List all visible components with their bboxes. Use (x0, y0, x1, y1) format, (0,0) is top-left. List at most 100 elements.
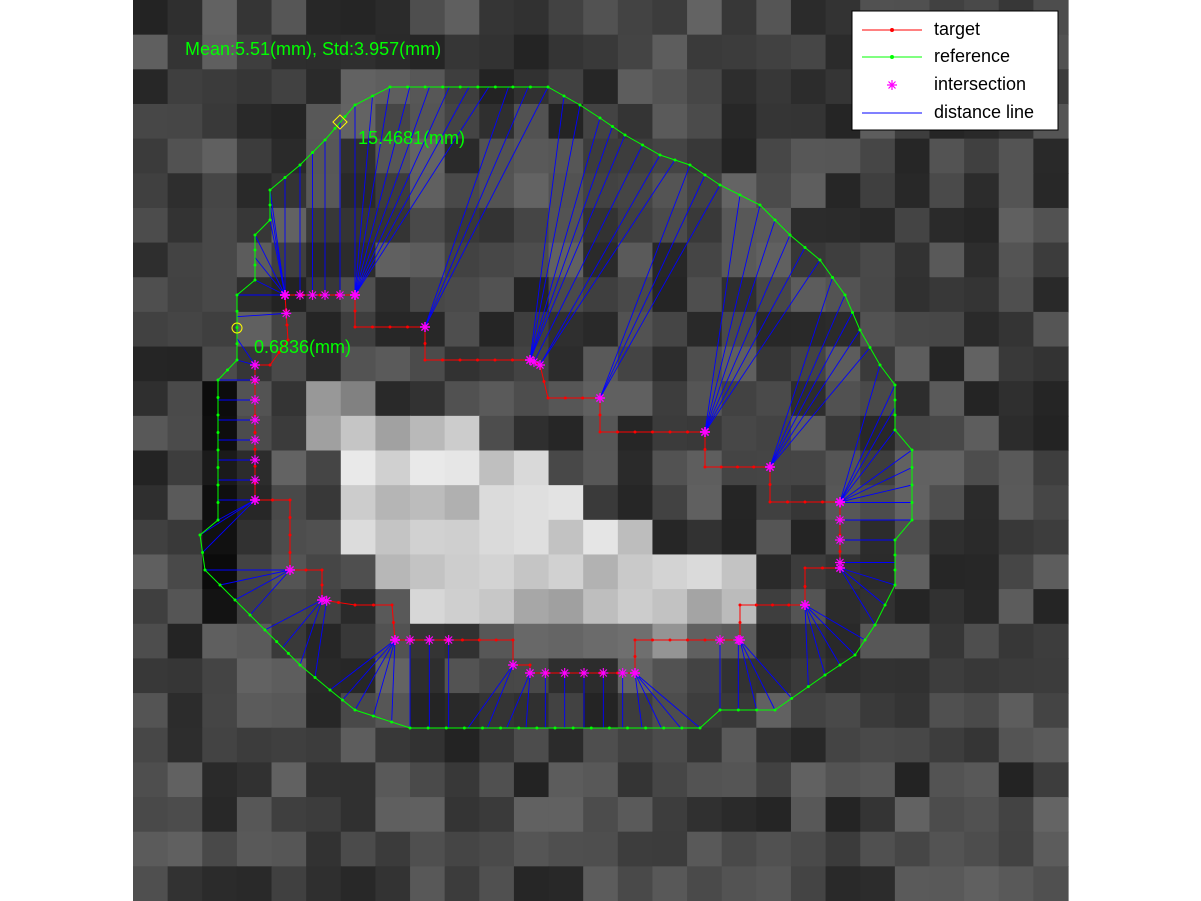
pixel (1033, 589, 1069, 625)
pixel (964, 797, 1000, 833)
distance-line (529, 95, 565, 361)
distance-line (236, 338, 256, 366)
pixel (479, 346, 515, 382)
pixel (894, 381, 931, 417)
pixel (825, 242, 861, 278)
pixel (513, 485, 550, 521)
pixel (133, 415, 169, 452)
pixel (894, 797, 931, 833)
contour-point (423, 358, 427, 362)
pixel (340, 69, 377, 105)
contour-point (858, 328, 862, 332)
pixel (687, 207, 723, 244)
pixel (479, 0, 515, 36)
intersection (835, 535, 845, 545)
distance-line (254, 257, 286, 296)
pixel (652, 658, 688, 694)
pixel (548, 138, 584, 174)
contour-point (201, 551, 204, 554)
intersection (835, 557, 845, 568)
pixel (617, 0, 654, 36)
pixel (721, 103, 757, 140)
pixel (652, 346, 688, 382)
pixel (444, 797, 480, 833)
pixel (548, 727, 584, 763)
pixel (860, 797, 896, 833)
pixel (1033, 866, 1069, 901)
pixel (271, 138, 307, 174)
pixel (583, 831, 619, 867)
distance-line (391, 639, 396, 723)
contour-point (803, 246, 807, 249)
pixel (998, 450, 1034, 486)
pixel (202, 69, 238, 105)
pixel (202, 623, 238, 660)
contour-point (698, 726, 702, 730)
pixel (375, 485, 411, 521)
distance-line (704, 204, 761, 433)
contour-point (423, 85, 427, 89)
pixel (617, 727, 654, 763)
contour-point (313, 676, 317, 679)
pixel (617, 103, 654, 140)
pixel (790, 207, 827, 244)
contour-point (441, 85, 445, 89)
contour-point (477, 638, 481, 642)
pixel (617, 485, 654, 521)
pixel (721, 277, 757, 313)
pixel (617, 381, 654, 417)
distance-line (839, 567, 896, 586)
pixel (513, 866, 550, 901)
contour-point (353, 103, 357, 107)
pixel (998, 277, 1034, 313)
distance-line (234, 569, 291, 601)
contour-point (253, 464, 257, 468)
pixel (721, 242, 757, 278)
pixel (271, 727, 307, 763)
pixel (894, 762, 931, 798)
pixel (652, 831, 688, 867)
distance-line (839, 567, 876, 626)
pixel (687, 866, 723, 901)
pixel (133, 207, 169, 244)
contour-point (736, 708, 740, 712)
pixel (894, 519, 931, 556)
intersection (420, 322, 430, 332)
contour-point (754, 603, 758, 607)
pixel (583, 485, 619, 521)
contour-point (821, 566, 824, 570)
pixel (721, 797, 757, 833)
pixel (1033, 831, 1069, 867)
pixel (652, 762, 688, 798)
contour-point (388, 325, 392, 329)
pixel (513, 519, 550, 556)
pixel (410, 381, 446, 417)
pixel (998, 762, 1034, 798)
pixel (860, 138, 896, 174)
pixel (167, 34, 203, 70)
distance-line (424, 86, 509, 328)
distance-line (236, 359, 256, 366)
pixel (583, 277, 619, 313)
distance-line (739, 639, 758, 711)
contour-point (910, 483, 914, 487)
contour-point (283, 176, 287, 179)
pixel (998, 173, 1034, 209)
contour-point (288, 533, 292, 537)
contour-point (633, 638, 637, 642)
max-label: 15.4681(mm) (358, 128, 465, 148)
pixel (167, 831, 203, 867)
contour-point (268, 203, 272, 207)
contour-point (476, 358, 479, 362)
contour-point (651, 638, 654, 642)
pixel (1033, 242, 1069, 278)
distance-line (634, 672, 682, 729)
contour-point (198, 533, 202, 537)
pixel (444, 589, 480, 625)
pixel (167, 346, 203, 382)
pixel (998, 381, 1034, 417)
pixel (444, 762, 480, 798)
pixel (1033, 485, 1069, 521)
pixel (202, 138, 238, 174)
pixel (444, 0, 480, 36)
